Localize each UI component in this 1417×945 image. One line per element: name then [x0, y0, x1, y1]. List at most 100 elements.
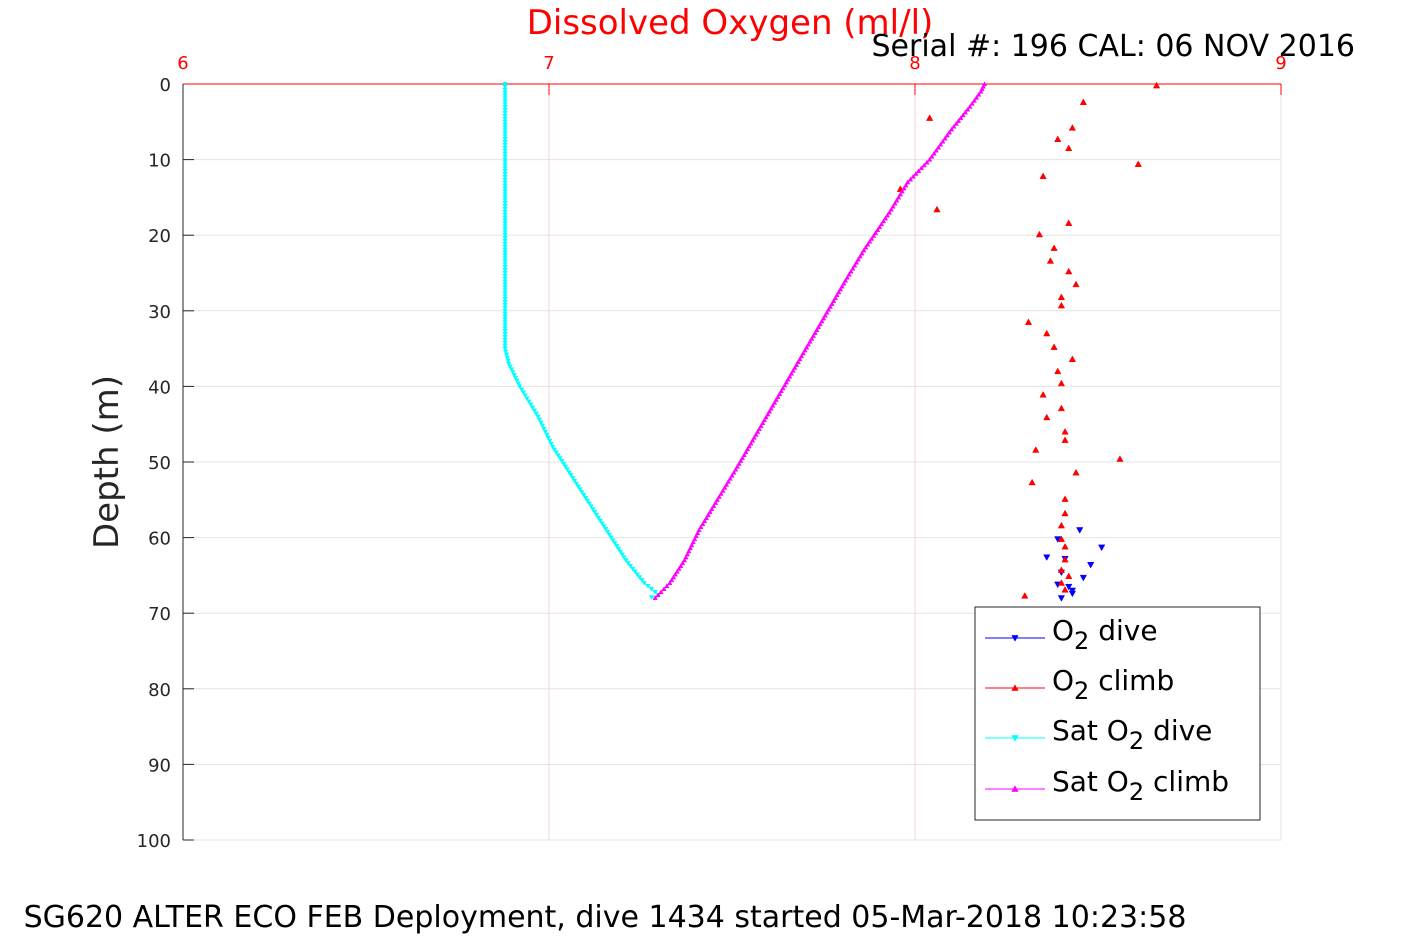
data-point	[502, 131, 508, 137]
data-point	[872, 230, 879, 235]
data-point	[667, 580, 673, 585]
data-point	[782, 382, 788, 388]
data-point	[718, 491, 724, 496]
y-axis-label: Depth (m)	[87, 375, 127, 549]
data-point	[503, 349, 509, 355]
data-point	[502, 113, 508, 119]
y-tick-label: 30	[148, 302, 171, 323]
data-point	[502, 288, 508, 294]
data-point	[664, 583, 670, 588]
data-point	[502, 253, 508, 259]
data-point	[1065, 144, 1073, 152]
data-point	[586, 501, 592, 507]
data-point	[621, 555, 627, 561]
data-point	[599, 521, 605, 527]
data-point	[502, 207, 508, 212]
data-point	[705, 512, 711, 517]
data-point	[863, 244, 869, 250]
data-point	[502, 259, 508, 265]
y-tick-label: 20	[148, 226, 171, 247]
data-point	[973, 94, 980, 100]
data-point	[1079, 574, 1087, 582]
data-point	[684, 551, 690, 557]
data-point	[795, 359, 801, 364]
data-point	[763, 414, 769, 420]
data-point	[1061, 436, 1069, 443]
data-point	[1057, 404, 1066, 412]
data-point	[670, 574, 677, 580]
data-point	[841, 280, 847, 286]
y-tick-label: 40	[148, 377, 171, 398]
data-point	[553, 450, 559, 456]
data-point	[1098, 544, 1106, 552]
data-point	[716, 494, 722, 499]
data-point	[775, 394, 781, 399]
data-point	[544, 432, 550, 438]
data-point	[683, 554, 689, 560]
data-point	[502, 143, 508, 148]
data-point	[822, 312, 828, 318]
data-point	[725, 478, 731, 484]
data-point	[886, 209, 893, 215]
data-point	[731, 469, 737, 475]
legend: O2 dive O2 climb Sat O2 dive Sat O2 climb	[974, 606, 1261, 821]
data-point	[884, 212, 891, 218]
data-point	[1057, 379, 1066, 387]
legend-swatch-marker	[1011, 635, 1019, 642]
data-point	[780, 385, 786, 391]
data-point	[502, 177, 508, 183]
data-point	[907, 176, 914, 182]
data-point	[502, 273, 508, 279]
data-point	[867, 238, 873, 244]
data-point	[502, 250, 508, 256]
data-point	[502, 317, 508, 323]
data-point	[502, 215, 508, 221]
data-point	[502, 239, 508, 244]
data-point	[739, 455, 746, 460]
data-point	[502, 204, 508, 209]
data-point	[701, 518, 708, 523]
data-point	[723, 481, 730, 487]
data-point	[517, 384, 523, 390]
data-point	[927, 156, 933, 162]
data-point	[942, 135, 948, 141]
data-point	[819, 318, 825, 324]
data-point	[539, 423, 546, 429]
data-point	[507, 364, 513, 370]
data-point	[502, 323, 508, 329]
data-point	[1043, 413, 1051, 421]
data-point	[648, 595, 655, 601]
data-point	[502, 285, 508, 291]
data-point	[502, 140, 508, 145]
data-point	[561, 461, 567, 467]
data-point	[681, 557, 688, 563]
data-point	[696, 527, 702, 533]
data-point	[955, 118, 962, 123]
data-point	[776, 391, 783, 396]
data-point	[502, 320, 508, 326]
legend-swatch-marker	[1011, 735, 1019, 742]
data-point	[502, 157, 508, 163]
data-point	[617, 549, 623, 555]
data-point	[502, 227, 508, 233]
data-point	[894, 197, 900, 203]
data-point	[857, 253, 863, 259]
data-point	[550, 444, 556, 450]
data-point	[743, 449, 749, 455]
data-point	[878, 221, 885, 227]
data-point	[502, 302, 508, 308]
data-point	[921, 162, 927, 168]
data-point	[1057, 579, 1066, 586]
data-point	[505, 358, 511, 364]
data-point	[551, 447, 558, 453]
data-point	[679, 560, 686, 566]
legend-box	[974, 606, 1261, 821]
data-point	[520, 390, 527, 396]
data-point	[524, 396, 530, 402]
data-point	[916, 168, 922, 173]
data-point	[502, 186, 508, 192]
data-point	[897, 191, 903, 197]
data-point	[859, 250, 865, 256]
data-point	[933, 147, 939, 153]
data-point	[960, 112, 966, 118]
